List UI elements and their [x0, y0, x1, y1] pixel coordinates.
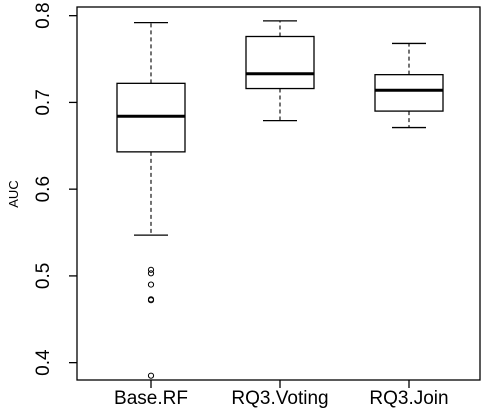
- outlier-point: [147, 266, 155, 273]
- y-tick-label: 0.5: [33, 263, 54, 289]
- y-tick-label: 0.8: [33, 2, 54, 28]
- plot-frame: [76, 6, 481, 381]
- box-RQ3.Voting: [245, 20, 315, 122]
- x-tick-label: Base.RF: [114, 388, 188, 409]
- x-tick-label: RQ3.Join: [369, 388, 448, 409]
- boxes-group: [116, 20, 444, 379]
- outlier-point: [147, 372, 155, 379]
- box-RQ3.Join: [374, 42, 444, 129]
- box-Base.RF: [116, 21, 186, 379]
- iqr-box: [374, 74, 444, 112]
- outlier-point: [147, 296, 155, 303]
- x-axis: Base.RF RQ3.Voting RQ3.Join: [114, 380, 449, 409]
- y-axis-label: AUC: [6, 180, 21, 207]
- outlier-point: [147, 281, 155, 288]
- y-tick-label: 0.7: [33, 89, 54, 115]
- outlier-point: [147, 270, 155, 277]
- iqr-box: [245, 35, 315, 90]
- y-tick-label: 0.4: [33, 349, 54, 376]
- x-tick-label: RQ3.Voting: [231, 388, 328, 409]
- y-axis: 0.4 0.5 0.6 0.7 0.8: [33, 2, 77, 376]
- y-tick-label: 0.6: [33, 176, 54, 202]
